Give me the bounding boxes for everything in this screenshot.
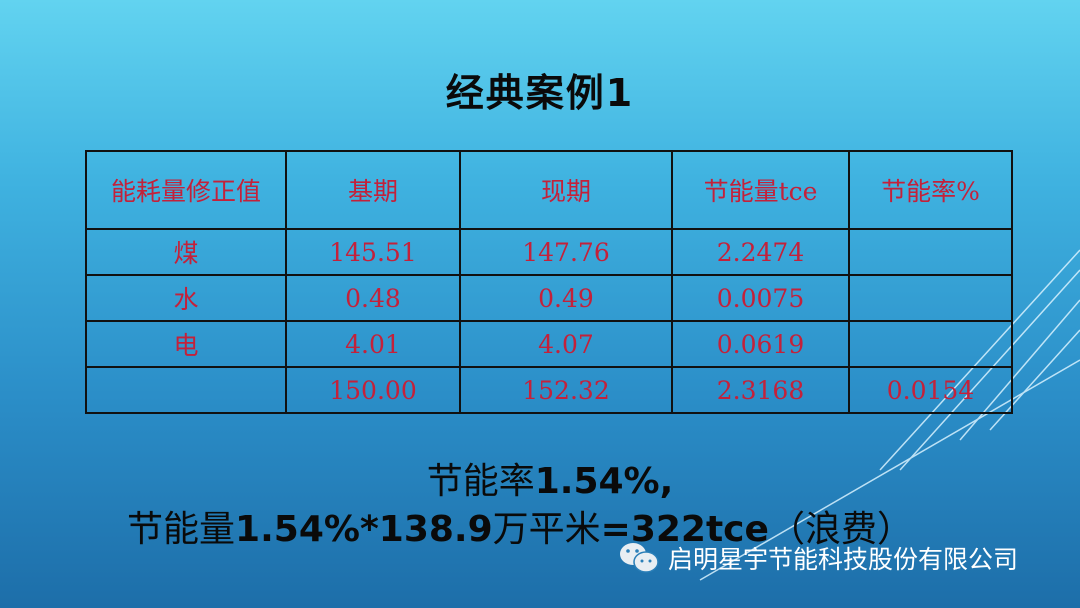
text: 节能量 [127, 509, 236, 550]
cell [85, 366, 287, 414]
company-name: 启明星宇节能科技股份有限公司 [668, 545, 1019, 574]
summary-rate: 节能率1.54%, [10, 452, 1080, 504]
cell: 2.3168 [671, 366, 850, 414]
formula: 1.54%*138.9 [235, 509, 493, 550]
header-cell: 节能量tce [671, 150, 850, 230]
note: （浪费） [768, 509, 913, 550]
cell: 0.0619 [671, 320, 850, 368]
watermark: 启明星宇节能科技股份有限公司 [618, 540, 1018, 576]
cell [848, 274, 1013, 322]
text: 节能率 [426, 461, 535, 502]
table-row: 电 4.01 4.07 0.0619 [85, 320, 1013, 368]
table-header-row: 能耗量修正值 基期 现期 节能量tce 节能率% [85, 150, 1013, 230]
table-row: 水 0.48 0.49 0.0075 [85, 274, 1013, 322]
header-cell: 基期 [285, 150, 461, 230]
cell: 0.48 [285, 274, 461, 322]
summary-amount: 节能量1.54%*138.9万平米=322tce（浪费） [0, 500, 1060, 552]
cell: 2.2474 [671, 228, 850, 276]
cell: 147.76 [459, 228, 673, 276]
energy-table: 能耗量修正值 基期 现期 节能量tce 节能率% 煤 145.51 147.76 2.… [85, 150, 1013, 414]
wechat-icon [620, 543, 659, 573]
unit: 万平米 [492, 509, 601, 550]
cell: 4.01 [285, 320, 461, 368]
cell: 水 [85, 274, 287, 322]
cell: 0.0154 [848, 366, 1013, 414]
cell: 4.07 [459, 320, 673, 368]
cell [848, 320, 1013, 368]
cell: 电 [85, 320, 287, 368]
cell: 152.32 [459, 366, 673, 414]
table-row: 煤 145.51 147.76 2.2474 [85, 228, 1013, 276]
cell: 0.0075 [671, 274, 850, 322]
table-row-total: 150.00 152.32 2.3168 0.0154 [85, 366, 1013, 414]
header-cell: 现期 [459, 150, 673, 230]
result: =322tce [600, 509, 769, 550]
cell: 煤 [85, 228, 287, 276]
cell [848, 228, 1013, 276]
cell: 150.00 [285, 366, 461, 414]
slide-title: 经典案例1 [445, 71, 635, 115]
header-cell: 节能率% [848, 150, 1013, 230]
cell: 145.51 [285, 228, 461, 276]
header-cell: 能耗量修正值 [85, 150, 287, 230]
rate-value: 1.54%, [534, 461, 674, 502]
cell: 0.49 [459, 274, 673, 322]
